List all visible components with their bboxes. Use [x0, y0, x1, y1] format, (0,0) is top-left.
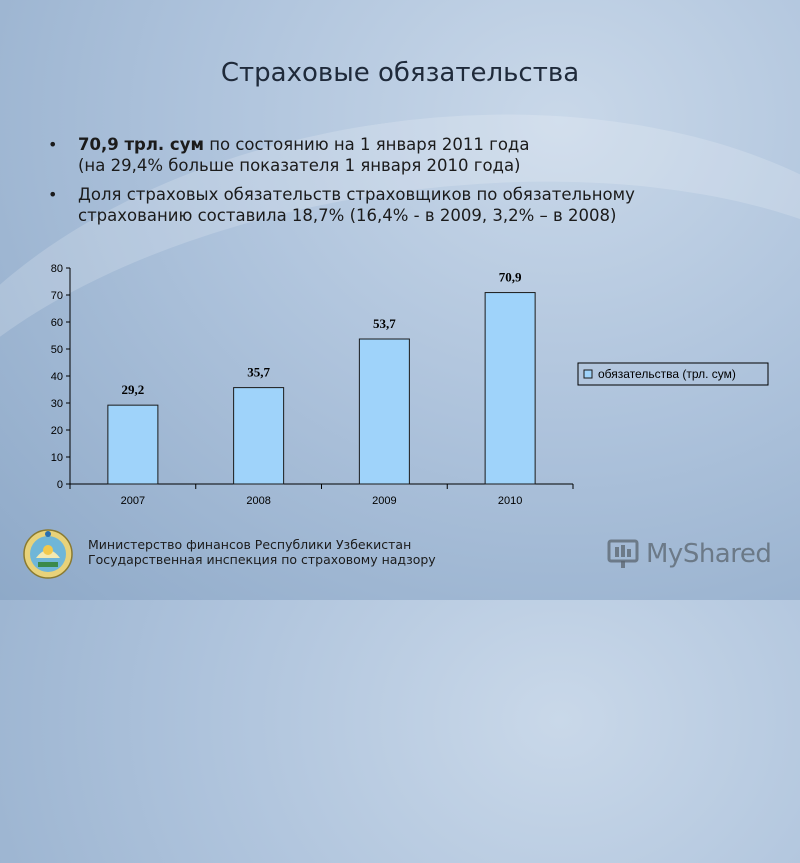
bar: [233, 387, 285, 485]
bullet2-line1: Доля страховых обязательств страховщиков…: [78, 185, 635, 204]
bullet1-bold: 70,9 трл. сум: [78, 135, 204, 154]
legend-swatch: [583, 369, 593, 379]
y-tick-label: 20: [51, 425, 63, 437]
footer-line-1: Министерство финансов Республики Узбекис…: [88, 537, 412, 552]
x-tick-label: 2007: [121, 495, 145, 507]
bar: [358, 338, 410, 485]
bullet-item-2: Доля страховых обязательств страховщиков…: [48, 184, 778, 226]
footer-line-2: Государственная инспекция по страховому …: [88, 552, 436, 567]
slide-title: Страховые обязательства: [220, 58, 580, 88]
legend-box: [577, 362, 769, 386]
x-tick-label: 2010: [498, 495, 522, 507]
bullet2-line2: страхованию составила 18,7% (16,4% - в 2…: [78, 206, 617, 225]
y-tick-label: 0: [57, 479, 63, 491]
bar-chart: 0 10 20 30 40 50 60 70 80 2007 2008 2009 2010 29,2 3…: [40, 258, 785, 520]
y-tick-label: 60: [51, 317, 63, 329]
bar-data-label: 29,2: [122, 382, 145, 397]
bar-data-label: 53,7: [373, 316, 396, 331]
x-tick-label: 2009: [372, 495, 396, 507]
bars-group: 29,2 35,7 53,7 70,9: [107, 270, 536, 485]
bullet1-line2: (на 29,4% больше показателя 1 января 201…: [78, 156, 521, 175]
y-tick-label: 70: [51, 290, 63, 302]
bar-chart-svg: 0 10 20 30 40 50 60 70 80 2007 2008 2009 2010 29,2 3…: [51, 263, 769, 507]
x-axis: 2007 2008 2009 2010: [69, 483, 574, 507]
y-tick-label: 30: [51, 398, 63, 410]
bullet1-line1-rest: по состоянию на 1 января 2011 года: [203, 135, 530, 154]
bar-data-label: 70,9: [499, 270, 522, 285]
footer-text: Министерство финансов Республики Узбекис…: [88, 537, 436, 567]
x-tick-label: 2008: [246, 495, 270, 507]
state-emblem-icon: [22, 528, 74, 584]
bullet-item-1: 70,9 трл. сум по состоянию на 1 января 2…: [48, 134, 778, 176]
presentation-board-icon: [607, 539, 639, 568]
watermark-logo: MyShared: [606, 536, 772, 572]
y-tick-label: 40: [51, 371, 63, 383]
y-axis: 0 10 20 30 40 50 60 70 80: [51, 263, 71, 491]
y-tick-label: 10: [51, 452, 63, 464]
bar: [107, 404, 159, 485]
y-tick-label: 80: [51, 263, 63, 275]
bar-data-label: 35,7: [247, 365, 270, 380]
legend: обязательства (трл. сум): [577, 362, 769, 386]
bullet-list: 70,9 трл. сум по состоянию на 1 января 2…: [48, 134, 778, 234]
legend-label: обязательства (трл. сум): [598, 367, 736, 381]
bar: [484, 292, 536, 485]
logo-text: MyShared: [646, 539, 772, 569]
y-tick-label: 50: [51, 344, 63, 356]
